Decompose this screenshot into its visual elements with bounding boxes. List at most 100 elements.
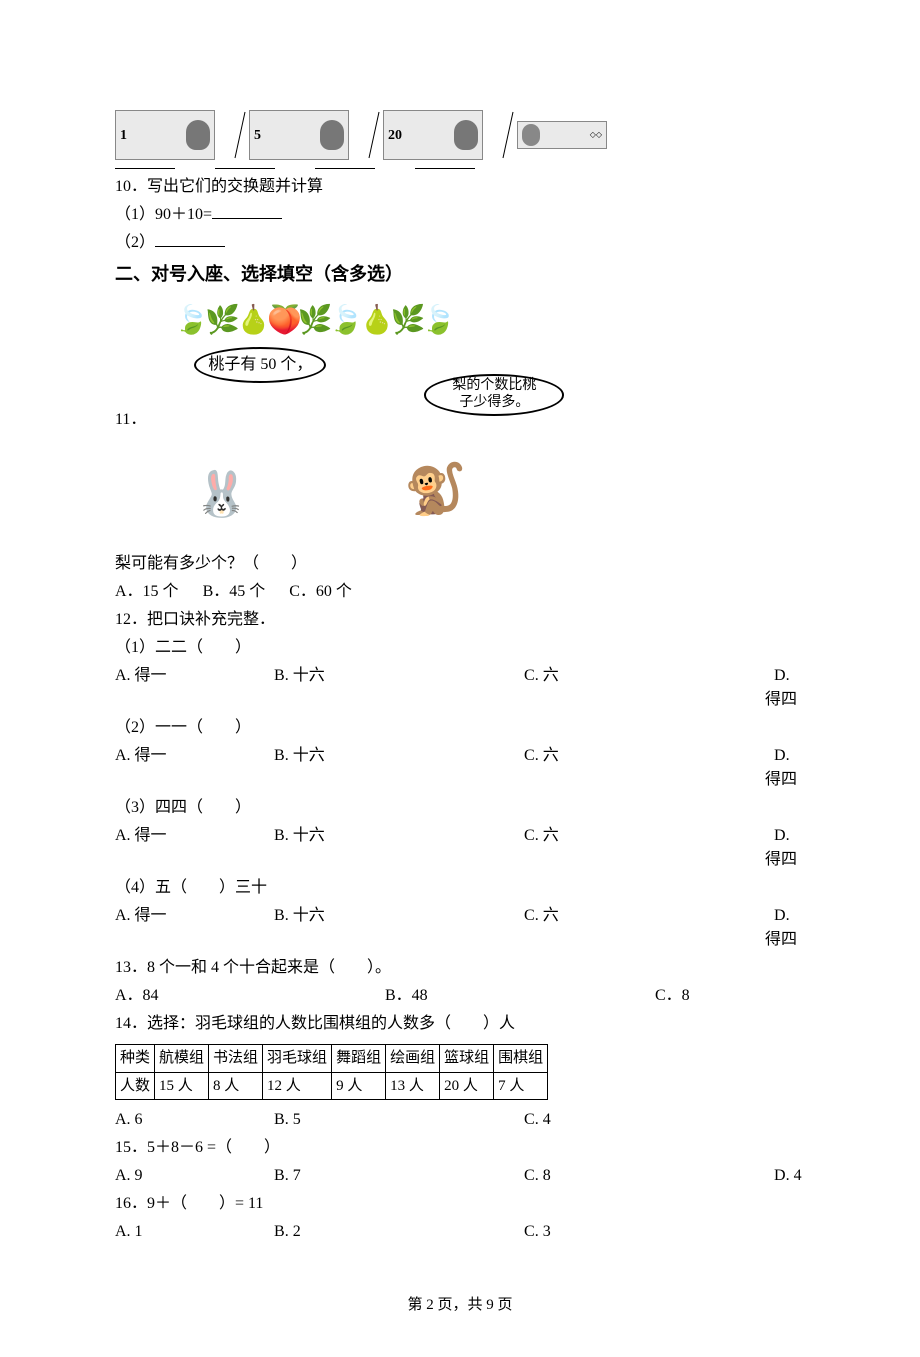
td-7: 7 人 xyxy=(494,1072,548,1100)
q16-opt-b: B. 2 xyxy=(265,1220,515,1244)
money-portrait-icon xyxy=(186,120,210,150)
blank-3 xyxy=(315,168,375,169)
q12-opt-c: C. 六 xyxy=(515,664,765,712)
q10-sub1: （1）90＋10= xyxy=(115,203,805,227)
q12-opt-d: D. 得四 xyxy=(765,904,805,952)
td-5: 13 人 xyxy=(386,1072,440,1100)
slash-icon xyxy=(233,110,247,160)
q14-stem: 14．选择：羽毛球组的人数比围棋组的人数多（ ）人 xyxy=(115,1012,805,1036)
q12-sub4-options: A. 得一 B. 十六 C. 六 D. 得四 xyxy=(115,904,805,952)
q12-opt-b: B. 十六 xyxy=(265,664,515,712)
td-3: 12 人 xyxy=(263,1072,332,1100)
q11-bubble-pear: 梨的个数比桃 子少得多。 xyxy=(424,374,564,416)
money-box-4: ◇◇ xyxy=(517,121,607,149)
q12-opt-d: D. 得四 xyxy=(765,824,805,872)
q14-options: A. 6 B. 5 C. 4 xyxy=(115,1108,805,1132)
page-footer: 第 2 页，共 9 页 xyxy=(115,1294,805,1317)
slash-icon xyxy=(501,110,515,160)
td-label: 人数 xyxy=(116,1072,155,1100)
q16-options: A. 1 B. 2 C. 3 xyxy=(115,1220,805,1244)
blank-2 xyxy=(215,168,275,169)
q13-options: A．84 B．48 C．8 xyxy=(115,984,805,1008)
td-4: 9 人 xyxy=(332,1072,386,1100)
q15-stem: 15．5＋8－6 =（ ） xyxy=(115,1136,805,1160)
q12-opt-d: D. 得四 xyxy=(765,744,805,792)
q16-opt-a: A. 1 xyxy=(115,1220,265,1244)
q16-opt-c: C. 3 xyxy=(515,1220,805,1244)
money-denom-3: 20 xyxy=(388,125,402,146)
q15-opt-c: C. 8 xyxy=(515,1164,765,1188)
money-item-1: 1 xyxy=(115,110,215,160)
money-item-4: ◇◇ xyxy=(501,110,607,160)
q14-opt-c: C. 4 xyxy=(515,1108,805,1132)
q12-sub2-options: A. 得一 B. 十六 C. 六 D. 得四 xyxy=(115,744,805,792)
q12-opt-a: A. 得一 xyxy=(115,824,265,872)
money-item-3: 20 xyxy=(367,110,483,160)
q15-opt-a: A. 9 xyxy=(115,1164,265,1188)
money-box-3: 20 xyxy=(383,110,483,160)
q10-stem: 10．写出它们的交换题并计算 xyxy=(115,175,805,199)
money-small-label: ◇◇ xyxy=(590,129,602,141)
money-item-2: 5 xyxy=(233,110,349,160)
th-3: 羽毛球组 xyxy=(263,1045,332,1073)
q13-stem: 13．8 个一和 4 个十合起来是（ ）。 xyxy=(115,956,805,980)
q14-table: 种类 航模组 书法组 羽毛球组 舞蹈组 绘画组 篮球组 围棋组 人数 15 人 … xyxy=(115,1044,548,1100)
q14-opt-b: B. 5 xyxy=(265,1108,515,1132)
q12-opt-c: C. 六 xyxy=(515,904,765,952)
money-portrait-icon xyxy=(320,120,344,150)
monkey-icon: 🐒 xyxy=(404,452,484,542)
q14-opt-a: A. 6 xyxy=(115,1108,265,1132)
q11-bubble-peach: 桃子有 50 个， xyxy=(194,347,326,383)
q12-sub4: （4）五（ ）三十 xyxy=(115,876,805,900)
q10-sub2: （2） xyxy=(115,231,805,255)
q10-sub2-prefix: （2） xyxy=(115,234,155,251)
q12-sub1-options: A. 得一 B. 十六 C. 六 D. 得四 xyxy=(115,664,805,712)
q12-opt-c: C. 六 xyxy=(515,744,765,792)
td-2: 8 人 xyxy=(209,1072,263,1100)
money-denom-2: 5 xyxy=(254,125,261,146)
td-1: 15 人 xyxy=(155,1072,209,1100)
blank-4 xyxy=(415,168,475,169)
q12-stem: 12．把口诀补充完整． xyxy=(115,608,805,632)
table-header-row: 种类 航模组 书法组 羽毛球组 舞蹈组 绘画组 篮球组 围棋组 xyxy=(116,1045,548,1073)
q11-bubble2-l2: 子少得多。 xyxy=(459,395,529,410)
slash-icon xyxy=(367,110,381,160)
q11-options: A．15 个 B．45 个 C．60 个 xyxy=(115,580,805,604)
money-box-2: 5 xyxy=(249,110,349,160)
table-data-row: 人数 15 人 8 人 12 人 9 人 13 人 20 人 7 人 xyxy=(116,1072,548,1100)
q12-opt-d: D. 得四 xyxy=(765,664,805,712)
q11-opt-b: B．45 个 xyxy=(203,580,266,604)
q12-sub3-options: A. 得一 B. 十六 C. 六 D. 得四 xyxy=(115,824,805,872)
td-6: 20 人 xyxy=(440,1072,494,1100)
money-image-row: 1 5 20 ◇◇ xyxy=(115,110,805,160)
q13-opt-a: A．84 xyxy=(115,984,385,1008)
q11-figure: 🍃🌿🍐🍑🌿🍃🍐🌿🍃 桃子有 50 个， 梨的个数比桃 子少得多。 🐰 🐒 xyxy=(154,292,574,552)
th-1: 航模组 xyxy=(155,1045,209,1073)
th-5: 绘画组 xyxy=(386,1045,440,1073)
money-denom-1: 1 xyxy=(120,125,127,146)
q12-sub3: （3）四四（ ） xyxy=(115,796,805,820)
q11-opt-c: C．60 个 xyxy=(289,580,352,604)
th-7: 围棋组 xyxy=(494,1045,548,1073)
q11-opt-a: A．15 个 xyxy=(115,580,179,604)
q10-sub2-blank xyxy=(155,246,225,247)
q12-opt-a: A. 得一 xyxy=(115,904,265,952)
q11-question: 梨可能有多少个？（ ） xyxy=(115,552,805,576)
th-2: 书法组 xyxy=(209,1045,263,1073)
q12-opt-b: B. 十六 xyxy=(265,904,515,952)
q12-opt-a: A. 得一 xyxy=(115,744,265,792)
q15-options: A. 9 B. 7 C. 8 D. 4 xyxy=(115,1164,805,1188)
money-portrait-icon xyxy=(454,120,478,150)
q12-opt-a: A. 得一 xyxy=(115,664,265,712)
q12-opt-c: C. 六 xyxy=(515,824,765,872)
q16-stem: 16．9＋（ ）= 11 xyxy=(115,1192,805,1216)
q10-sub1-blank xyxy=(212,218,282,219)
money-box-1: 1 xyxy=(115,110,215,160)
money-portrait-icon xyxy=(522,124,540,146)
blank-1 xyxy=(115,168,175,169)
q12-sub1: （1）二二（ ） xyxy=(115,636,805,660)
q13-opt-b: B．48 xyxy=(385,984,655,1008)
q11-row: 11． 🍃🌿🍐🍑🌿🍃🍐🌿🍃 桃子有 50 个， 梨的个数比桃 子少得多。 🐰 🐒 xyxy=(115,292,805,552)
vine-icon: 🍃🌿🍐🍑🌿🍃🍐🌿🍃 xyxy=(174,300,534,350)
q12-sub2: （2）一一（ ） xyxy=(115,716,805,740)
